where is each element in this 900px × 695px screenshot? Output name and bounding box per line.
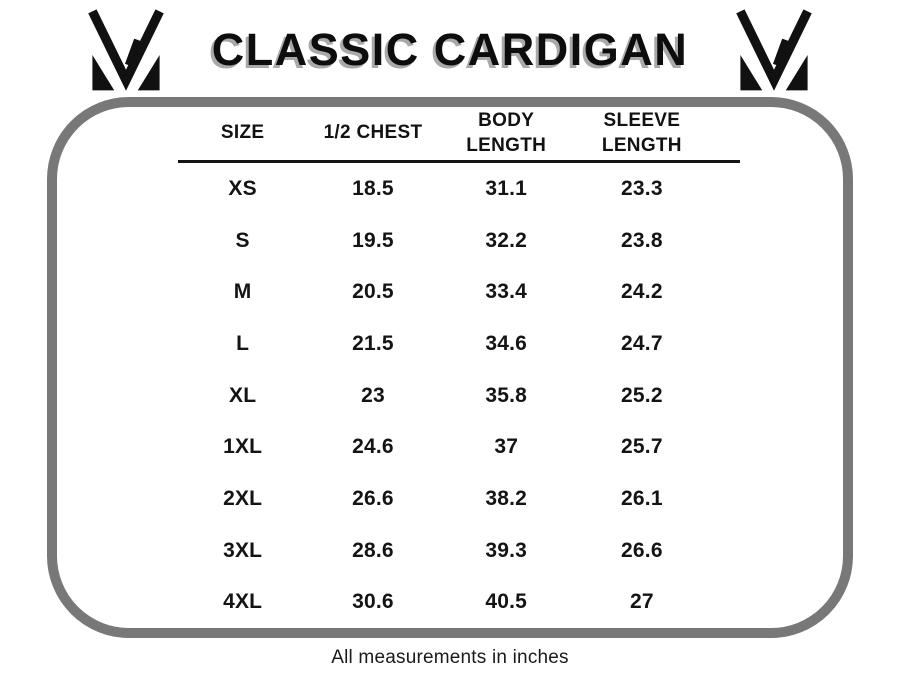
column-header-body-length: BODY LENGTH	[456, 108, 556, 158]
table-row: 2XL 26.6 38.2 26.1	[178, 473, 710, 525]
sleeve-length-cell: 23.3	[621, 176, 663, 200]
measurement-note: All measurements in inches	[331, 647, 569, 668]
table-row: 4XL 30.6 40.5 27	[178, 577, 710, 629]
column-header-size: SIZE	[221, 120, 264, 145]
size-cell: S	[235, 228, 250, 252]
size-cell: 2XL	[223, 486, 263, 510]
body-length-cell: 40.5	[485, 590, 528, 614]
column-header-half-chest: 1/2 CHEST	[324, 120, 423, 145]
column-header-label: BODY LENGTH	[466, 109, 547, 156]
size-cell: XL	[229, 383, 257, 407]
table-body: XS 18.5 31.1 23.3 S 19.5 32.2 23.8 M 20.…	[178, 163, 710, 628]
body-length-cell: 39.3	[485, 538, 528, 562]
size-cell: 3XL	[223, 538, 263, 562]
chart-frame	[47, 97, 853, 638]
size-cell: L	[236, 331, 250, 355]
half-chest-cell: 21.5	[352, 331, 394, 355]
header-underline	[178, 160, 740, 163]
size-cell: 1XL	[223, 435, 263, 459]
half-chest-cell: 23	[361, 383, 385, 407]
table-row: 3XL 28.6 39.3 26.6	[178, 525, 710, 577]
body-length-cell: 32.2	[485, 228, 528, 252]
body-length-cell: 34.6	[485, 331, 528, 355]
sleeve-length-cell: 26.1	[621, 486, 663, 510]
body-length-cell: 35.8	[485, 383, 528, 407]
table-row: L 21.5 34.6 24.7	[178, 318, 710, 370]
brand-monogram-icon	[82, 8, 170, 92]
size-cell: M	[233, 280, 252, 304]
half-chest-cell: 19.5	[352, 228, 394, 252]
half-chest-cell: 24.6	[352, 435, 394, 459]
table-header-row: SIZE 1/2 CHEST BODY LENGTH SLEEVE LENGTH	[178, 106, 710, 160]
half-chest-cell: 20.5	[352, 280, 394, 304]
sleeve-length-cell: 23.8	[621, 228, 663, 252]
sleeve-length-cell: 25.2	[621, 383, 663, 407]
page-title: CLASSIC CARDIGAN	[211, 24, 689, 75]
body-length-cell: 37	[494, 435, 519, 459]
size-table: SIZE 1/2 CHEST BODY LENGTH SLEEVE LENGTH…	[178, 106, 740, 628]
sleeve-length-cell: 26.6	[621, 538, 663, 562]
header: CLASSIC CARDIGAN	[0, 4, 900, 96]
column-header-sleeve-length: SLEEVE LENGTH	[592, 108, 692, 158]
brand-monogram-icon	[730, 8, 818, 92]
body-length-cell: 38.2	[485, 486, 528, 510]
half-chest-cell: 30.6	[352, 590, 394, 614]
sleeve-length-cell: 25.7	[621, 435, 663, 459]
half-chest-cell: 18.5	[352, 176, 394, 200]
body-length-cell: 31.1	[485, 176, 528, 200]
table-row: XS 18.5 31.1 23.3	[178, 163, 710, 215]
column-header-label: 1/2 CHEST	[323, 122, 423, 144]
table-row: XL 23 35.8 25.2	[178, 370, 710, 422]
sleeve-length-cell: 27	[629, 590, 654, 614]
column-header-label: SLEEVE LENGTH	[601, 109, 682, 156]
table-row: M 20.5 33.4 24.2	[178, 266, 710, 318]
table-row: S 19.5 32.2 23.8	[178, 215, 710, 267]
body-length-cell: 33.4	[485, 280, 528, 304]
half-chest-cell: 26.6	[352, 486, 394, 510]
size-cell: XS	[228, 176, 257, 200]
column-header-label: SIZE	[220, 122, 265, 144]
table-row: 1XL 24.6 37 25.7	[178, 421, 710, 473]
half-chest-cell: 28.6	[352, 538, 394, 562]
sleeve-length-cell: 24.2	[621, 280, 663, 304]
size-cell: 4XL	[223, 590, 263, 614]
sleeve-length-cell: 24.7	[621, 331, 663, 355]
